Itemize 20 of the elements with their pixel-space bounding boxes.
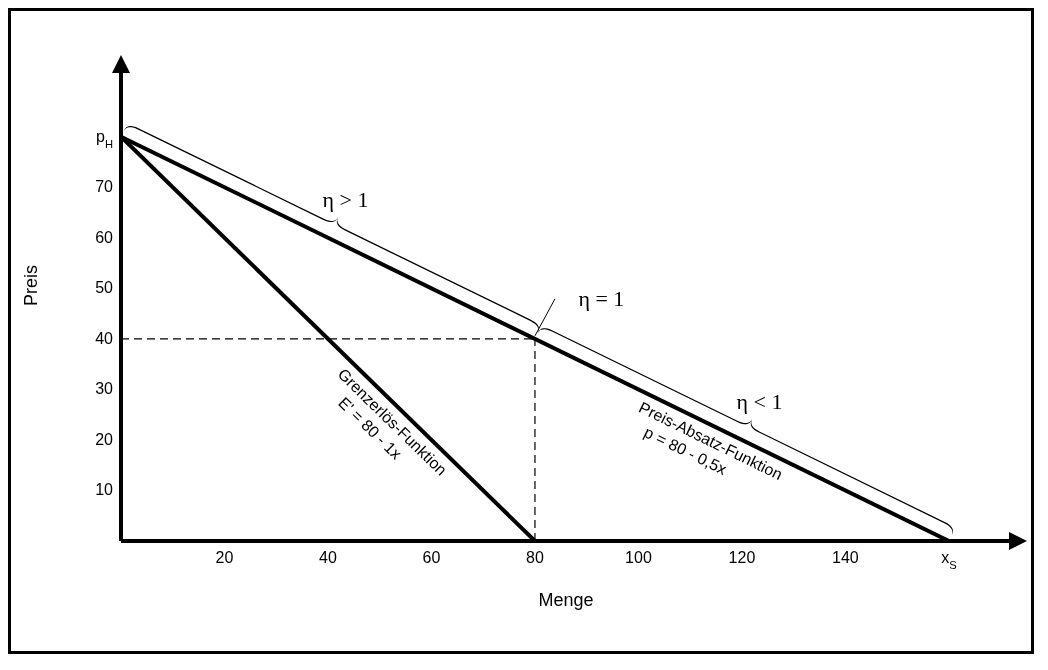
y-tick-label: 60: [95, 228, 114, 246]
x-axis-title: Menge: [538, 590, 594, 610]
x-tick-label: 40: [319, 549, 337, 566]
x-tick-label: 80: [526, 549, 544, 566]
y-tick-label: 30: [95, 380, 114, 398]
y-tick-label: p$_{H}$: [96, 127, 113, 150]
y-tick-label: 20: [95, 430, 114, 448]
x-tick-label: 20: [215, 549, 234, 566]
y-tick-label: 50: [95, 279, 114, 297]
x-tick-label: 120: [728, 549, 756, 566]
annotation: η = 1: [578, 286, 625, 312]
x-tick-label: 140: [832, 549, 859, 566]
x-tick-label: 60: [422, 549, 441, 566]
y-tick-label: 10: [95, 481, 114, 499]
x-tick-label: x$_{S}$: [941, 549, 957, 571]
y-tick-label: 70: [95, 178, 114, 196]
x-tick-label: 100: [625, 549, 652, 566]
annotation: η > 1: [322, 186, 369, 212]
y-axis-title: Preis: [21, 264, 42, 306]
y-tick-label: 40: [95, 329, 114, 347]
